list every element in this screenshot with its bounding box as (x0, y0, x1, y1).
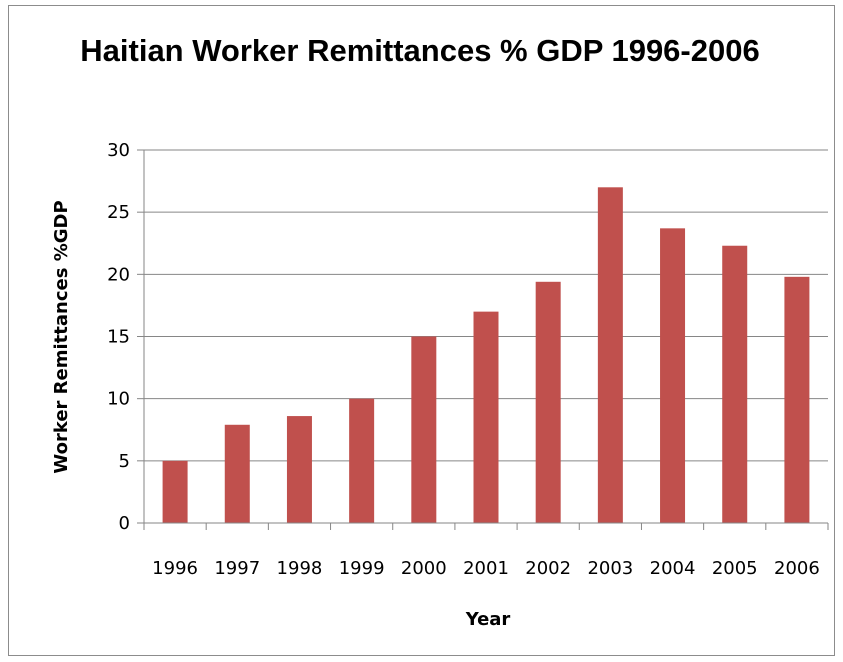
x-tick-label: 2006 (774, 558, 820, 579)
y-tick-label: 30 (107, 140, 130, 161)
chart-frame (8, 5, 835, 656)
x-axis-title: Year (465, 609, 511, 630)
y-tick-label: 5 (119, 451, 130, 472)
bar-2002 (535, 281, 561, 523)
bar-2004 (660, 228, 686, 523)
bar-1999 (349, 398, 375, 523)
x-tick-label: 1997 (214, 558, 260, 579)
y-tick-labels: 0 5 10 15 20 25 30 (107, 140, 130, 534)
bar-2000 (411, 336, 437, 523)
y-tick-label: 20 (107, 264, 130, 285)
x-tick-label: 1996 (152, 558, 198, 579)
x-tick-label: 1999 (339, 558, 385, 579)
y-axis-title: Worker Remittances %GDP (51, 200, 72, 473)
bar-1997 (224, 424, 250, 523)
y-tick-label: 0 (119, 513, 130, 534)
x-tick-label: 2005 (712, 558, 758, 579)
x-tick-label: 2000 (401, 558, 447, 579)
x-tick-labels: 1996 1997 1998 1999 2000 2001 2002 2003 2004 2005… (152, 558, 820, 579)
x-tick-label: 2001 (463, 558, 509, 579)
x-tick-label: 1998 (277, 558, 323, 579)
bar-2006 (784, 276, 810, 523)
axes (137, 149, 829, 530)
y-tick-label: 15 (107, 327, 130, 348)
chart-title: Haitian Worker Remittances % GDP 1996-20… (80, 33, 760, 68)
y-tick-label: 10 (107, 389, 130, 410)
bar-1996 (162, 460, 188, 523)
bars (162, 187, 810, 524)
x-tick-label: 2004 (650, 558, 696, 579)
y-tick-label: 25 (107, 202, 130, 223)
x-tick-label: 2003 (587, 558, 633, 579)
x-tick-label: 2002 (525, 558, 571, 579)
bar-2005 (722, 245, 748, 523)
bar-2001 (473, 311, 499, 523)
bar-1998 (286, 416, 312, 523)
bar-2003 (597, 187, 623, 524)
